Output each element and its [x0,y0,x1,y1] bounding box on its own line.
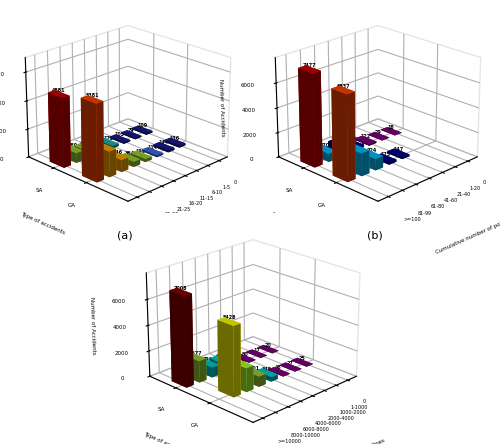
Title: (a): (a) [117,230,133,240]
X-axis label: Cumulative number of points: Cumulative number of points [434,218,500,255]
Y-axis label: Type of accidents: Type of accidents [143,432,189,444]
X-axis label: Cumulative number of violations: Cumulative number of violations [180,215,264,257]
Y-axis label: Type of accidents: Type of accidents [20,212,66,236]
X-axis label: Cumulative amount of fines: Cumulative amount of fines [314,438,386,444]
Title: (b): (b) [367,230,383,240]
Y-axis label: Type of accidents: Type of accidents [270,212,316,236]
